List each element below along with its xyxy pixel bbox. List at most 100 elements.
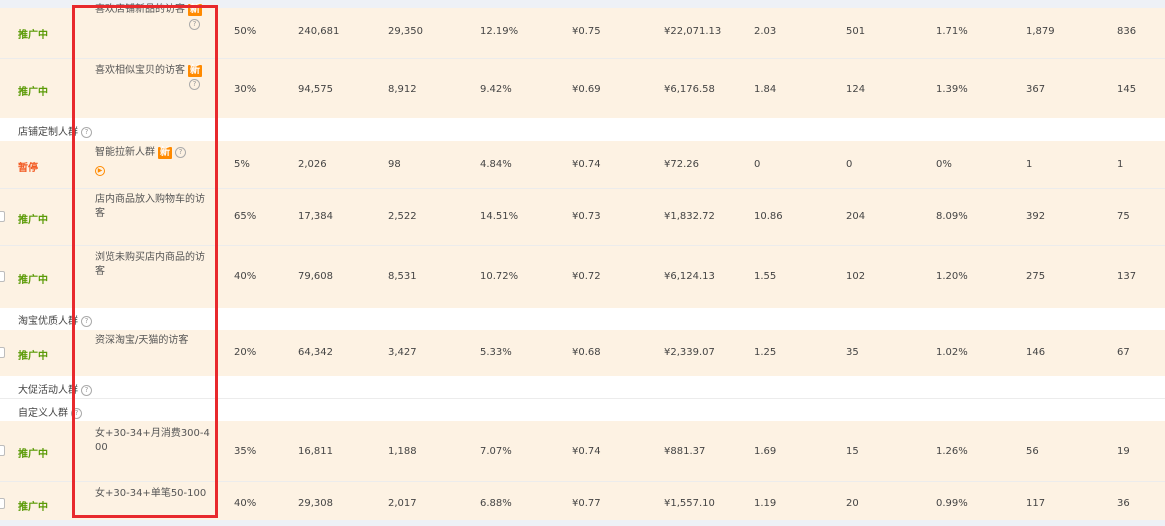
premium-cell: 20% xyxy=(234,347,257,358)
favorites-cell: 56 xyxy=(1026,446,1039,457)
cpc-cell: ¥0.68 xyxy=(572,347,601,358)
ctr-cell: 14.51% xyxy=(480,211,519,222)
play-icon[interactable]: ▶ xyxy=(95,166,105,176)
cvr-cell: 1.02% xyxy=(936,347,968,358)
help-icon[interactable]: ? xyxy=(81,126,92,138)
crowd-name-text: 资深淘宝/天猫的访客 xyxy=(95,335,189,346)
premium-cell: 35% xyxy=(234,446,257,457)
group-label: 淘宝优质人群? xyxy=(18,312,92,327)
cost-cell: ¥2,339.07 xyxy=(664,347,715,358)
group-label-text: 淘宝优质人群 xyxy=(18,316,78,327)
help-icon[interactable]: ? xyxy=(71,407,82,419)
help-icon[interactable]: ? xyxy=(175,146,186,158)
cvr-cell: 1.20% xyxy=(936,271,968,282)
status-label[interactable]: 推广中 xyxy=(18,275,48,286)
table-row: 推广中 女+30-34+单笔50-100 40% 29,308 2,017 6.… xyxy=(0,482,1165,520)
group-label-text: 店铺定制人群 xyxy=(18,127,78,138)
cvr-cell: 1.26% xyxy=(936,446,968,457)
table-row: 推广中 店内商品放入购物车的访客 65% 17,384 2,522 14.51%… xyxy=(0,189,1165,245)
new-badge: 新 xyxy=(188,65,202,77)
premium-cell: 65% xyxy=(234,211,257,222)
crowd-name: 喜欢店铺新品的访客新 xyxy=(95,3,211,17)
favorites-cell: 117 xyxy=(1026,498,1046,509)
cpc-cell: ¥0.77 xyxy=(572,498,601,509)
group-header: 大促活动人群? xyxy=(0,376,1165,398)
group-label: 自定义人群? xyxy=(18,404,82,419)
table-row: 推广中 喜欢相似宝贝的访客新 ? 30% 94,575 8,912 9.42% … xyxy=(0,59,1165,118)
carts-cell: 145 xyxy=(1117,84,1137,95)
group-header: 自定义人群? xyxy=(0,399,1165,421)
status-label[interactable]: 暂停 xyxy=(18,163,38,174)
cvr-cell: 8.09% xyxy=(936,211,968,222)
clicks-cell: 8,531 xyxy=(388,271,417,282)
orders-cell: 15 xyxy=(846,446,859,457)
orders-cell: 204 xyxy=(846,211,866,222)
orders-cell: 124 xyxy=(846,84,866,95)
carts-cell: 1 xyxy=(1117,159,1124,170)
row-checkbox[interactable] xyxy=(0,347,5,358)
help-icon[interactable]: ? xyxy=(189,79,200,90)
roi-cell: 1.55 xyxy=(754,271,777,282)
orders-cell: 20 xyxy=(846,498,859,509)
crowd-name: 智能拉新人群新? xyxy=(95,146,211,160)
impressions-cell: 64,342 xyxy=(298,347,333,358)
row-divider xyxy=(0,188,1165,189)
table-row: 推广中 浏览未购买店内商品的访客 40% 79,608 8,531 10.72%… xyxy=(0,246,1165,308)
group-label-text: 大促活动人群 xyxy=(18,385,78,396)
crowd-name: 喜欢相似宝贝的访客新 xyxy=(95,64,211,78)
table-top-strip xyxy=(0,0,1165,8)
ctr-cell: 6.88% xyxy=(480,498,512,509)
orders-cell: 35 xyxy=(846,347,859,358)
clicks-cell: 2,017 xyxy=(388,498,417,509)
status-label[interactable]: 推广中 xyxy=(18,87,48,98)
help-icon[interactable]: ? xyxy=(189,19,200,30)
group-label: 大促活动人群? xyxy=(18,381,92,396)
impressions-cell: 2,026 xyxy=(298,159,327,170)
ctr-cell: 4.84% xyxy=(480,159,512,170)
cvr-cell: 1.39% xyxy=(936,84,968,95)
cost-cell: ¥881.37 xyxy=(664,446,706,457)
status-label[interactable]: 推广中 xyxy=(18,351,48,362)
status-label[interactable]: 推广中 xyxy=(18,449,48,460)
carts-cell: 137 xyxy=(1117,271,1137,282)
premium-cell: 50% xyxy=(234,26,257,37)
row-checkbox[interactable] xyxy=(0,211,5,222)
favorites-cell: 1 xyxy=(1026,159,1033,170)
status-label[interactable]: 推广中 xyxy=(18,502,48,513)
status-label[interactable]: 推广中 xyxy=(18,215,48,226)
clicks-cell: 8,912 xyxy=(388,84,417,95)
cpc-cell: ¥0.72 xyxy=(572,271,601,282)
favorites-cell: 146 xyxy=(1026,347,1046,358)
carts-cell: 19 xyxy=(1117,446,1130,457)
favorites-cell: 392 xyxy=(1026,211,1046,222)
row-checkbox[interactable] xyxy=(0,445,5,456)
carts-cell: 75 xyxy=(1117,211,1130,222)
group-header: 淘宝优质人群? xyxy=(0,308,1165,330)
crowd-name-text: 女+30-34+单笔50-100 xyxy=(95,488,207,499)
row-divider xyxy=(0,481,1165,482)
status-label[interactable]: 推广中 xyxy=(18,30,48,41)
row-divider xyxy=(0,398,1165,399)
row-checkbox[interactable] xyxy=(0,271,5,282)
help-icon[interactable]: ? xyxy=(81,315,92,327)
premium-cell: 30% xyxy=(234,84,257,95)
table-row: 推广中 资深淘宝/天猫的访客 20% 64,342 3,427 5.33% ¥0… xyxy=(0,330,1165,376)
new-badge: 新 xyxy=(188,4,202,16)
roi-cell: 0 xyxy=(754,159,761,170)
roi-cell: 10.86 xyxy=(754,211,783,222)
ctr-cell: 12.19% xyxy=(480,26,519,37)
help-icon[interactable]: ? xyxy=(81,384,92,396)
clicks-cell: 2,522 xyxy=(388,211,417,222)
premium-cell: 40% xyxy=(234,498,257,509)
crowd-name-text: 店内商品放入购物车的访客 xyxy=(95,194,205,219)
favorites-cell: 275 xyxy=(1026,271,1046,282)
roi-cell: 1.84 xyxy=(754,84,777,95)
impressions-cell: 29,308 xyxy=(298,498,333,509)
row-checkbox[interactable] xyxy=(0,498,5,509)
table-bottom-strip xyxy=(0,520,1165,526)
crowd-name-text: 喜欢相似宝贝的访客 xyxy=(95,65,185,76)
crowd-name-text: 喜欢店铺新品的访客 xyxy=(95,4,185,15)
cpc-cell: ¥0.75 xyxy=(572,26,601,37)
crowd-name: 女+30-34+月消费300-400 xyxy=(95,427,211,455)
